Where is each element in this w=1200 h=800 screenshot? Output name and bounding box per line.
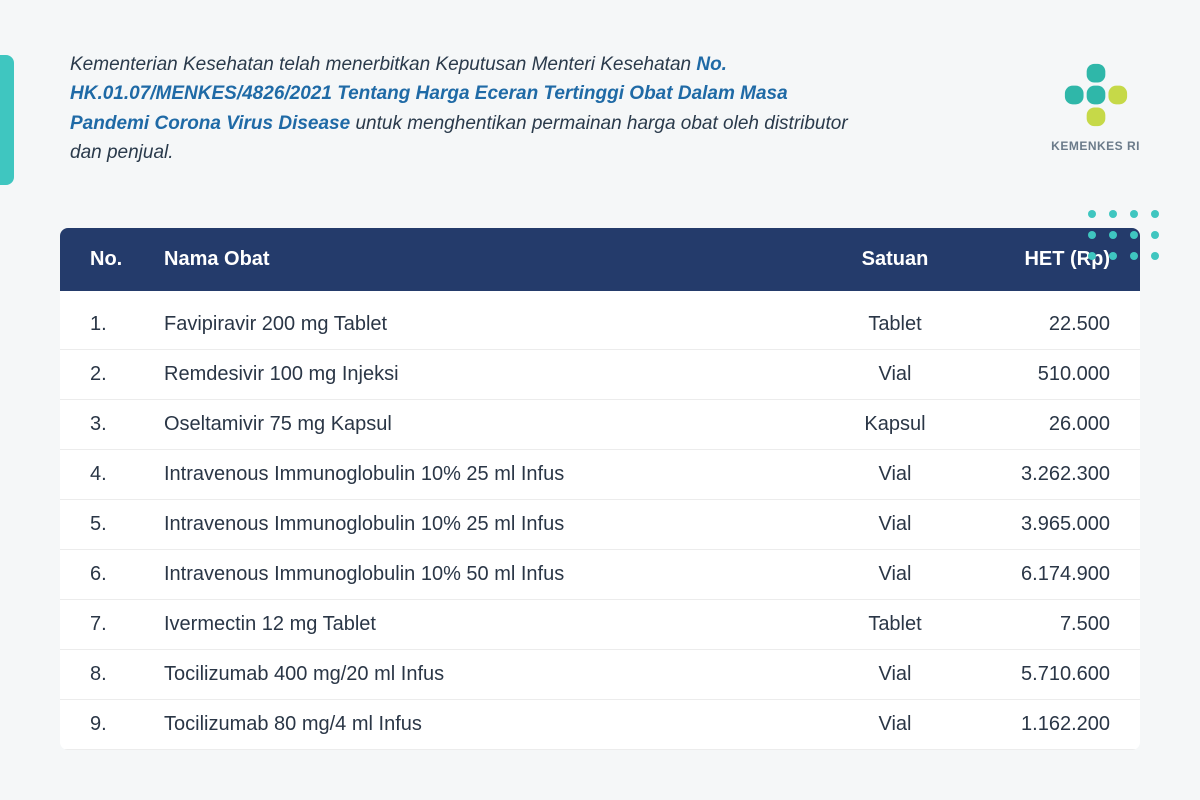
cell-name: Intravenous Immunoglobulin 10% 25 ml Inf…: [150, 499, 820, 549]
cell-unit: Tablet: [820, 599, 970, 649]
cell-name: Intravenous Immunoglobulin 10% 50 ml Inf…: [150, 549, 820, 599]
cell-unit: Vial: [820, 699, 970, 749]
cell-name: Ivermectin 12 mg Tablet: [150, 599, 820, 649]
table-row: 9.Tocilizumab 80 mg/4 ml InfusVial1.162.…: [60, 699, 1140, 749]
cell-no: 5.: [60, 499, 150, 549]
table-row: 3.Oseltamivir 75 mg KapsulKapsul26.000: [60, 399, 1140, 449]
cell-no: 1.: [60, 291, 150, 350]
cell-name: Favipiravir 200 mg Tablet: [150, 291, 820, 350]
cell-name: Tocilizumab 400 mg/20 ml Infus: [150, 649, 820, 699]
cell-unit: Vial: [820, 549, 970, 599]
cell-unit: Tablet: [820, 291, 970, 350]
table-header: No. Nama Obat Satuan HET (Rp): [60, 228, 1140, 291]
page: Kementerian Kesehatan telah menerbitkan …: [0, 0, 1200, 800]
table-row: 1.Favipiravir 200 mg TabletTablet22.500: [60, 291, 1140, 350]
cell-name: Remdesivir 100 mg Injeksi: [150, 349, 820, 399]
cell-no: 8.: [60, 649, 150, 699]
cell-price: 26.000: [970, 399, 1140, 449]
col-header-unit: Satuan: [820, 228, 970, 291]
cell-no: 7.: [60, 599, 150, 649]
cell-no: 4.: [60, 449, 150, 499]
table-row: 2.Remdesivir 100 mg InjeksiVial510.000: [60, 349, 1140, 399]
col-header-name: Nama Obat: [150, 228, 820, 291]
table-row: 4.Intravenous Immunoglobulin 10% 25 ml I…: [60, 449, 1140, 499]
price-table: No. Nama Obat Satuan HET (Rp) 1.Favipira…: [60, 228, 1140, 750]
table-row: 6.Intravenous Immunoglobulin 10% 50 ml I…: [60, 549, 1140, 599]
cell-name: Tocilizumab 80 mg/4 ml Infus: [150, 699, 820, 749]
cell-unit: Vial: [820, 499, 970, 549]
cell-price: 1.162.200: [970, 699, 1140, 749]
intro-line1: Kementerian Kesehatan telah menerbitkan …: [70, 54, 691, 75]
table-row: 5.Intravenous Immunoglobulin 10% 25 ml I…: [60, 499, 1140, 549]
header-block: Kementerian Kesehatan telah menerbitkan …: [0, 0, 1200, 188]
cell-unit: Kapsul: [820, 399, 970, 449]
table-row: 7.Ivermectin 12 mg TabletTablet7.500: [60, 599, 1140, 649]
cell-price: 22.500: [970, 291, 1140, 350]
cell-price: 6.174.900: [970, 549, 1140, 599]
decorative-dots: [1088, 210, 1160, 261]
logo-block: KEMENKES RI: [1051, 50, 1140, 153]
table-row: 8.Tocilizumab 400 mg/20 ml InfusVial5.71…: [60, 649, 1140, 699]
cell-price: 3.262.300: [970, 449, 1140, 499]
cell-price: 7.500: [970, 599, 1140, 649]
kemenkes-logo-icon: [1056, 60, 1136, 130]
col-header-no: No.: [60, 228, 150, 291]
intro-text: Kementerian Kesehatan telah menerbitkan …: [40, 50, 870, 168]
cell-unit: Vial: [820, 649, 970, 699]
cell-no: 6.: [60, 549, 150, 599]
cell-unit: Vial: [820, 349, 970, 399]
cell-no: 3.: [60, 399, 150, 449]
price-table-container: No. Nama Obat Satuan HET (Rp) 1.Favipira…: [60, 228, 1140, 750]
cell-name: Oseltamivir 75 mg Kapsul: [150, 399, 820, 449]
cell-price: 5.710.600: [970, 649, 1140, 699]
cell-price: 3.965.000: [970, 499, 1140, 549]
cell-no: 2.: [60, 349, 150, 399]
cell-price: 510.000: [970, 349, 1140, 399]
table-body: 1.Favipiravir 200 mg TabletTablet22.5002…: [60, 291, 1140, 750]
cell-unit: Vial: [820, 449, 970, 499]
logo-label: KEMENKES RI: [1051, 139, 1140, 153]
cell-no: 9.: [60, 699, 150, 749]
cell-name: Intravenous Immunoglobulin 10% 25 ml Inf…: [150, 449, 820, 499]
